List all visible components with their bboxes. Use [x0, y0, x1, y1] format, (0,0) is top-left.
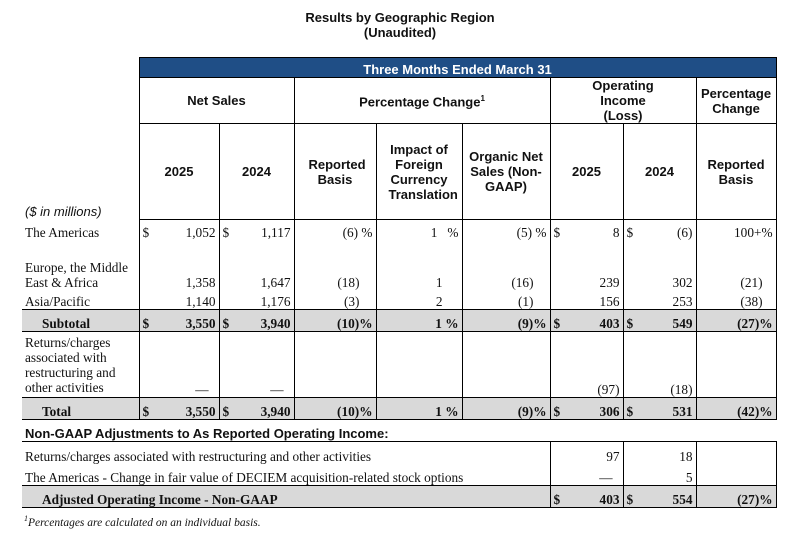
subtotal-row: Subtotal $3,550 $3,940 (10)% 1 % (9)% $4…	[22, 309, 777, 332]
table-row: The Americas - Change in fair value of D…	[22, 463, 777, 486]
col-fx-impact: Impact of Foreign Currency Translation	[376, 123, 463, 220]
row-label: Returns/charges associated with restruct…	[25, 448, 372, 464]
row-label: Europe, the Middle East & Africa	[25, 259, 129, 290]
row-label: The Americas - Change in fair value of D…	[25, 470, 464, 485]
col-organic-net-sales: Organic Net Sales (Non-GAAP)	[462, 123, 551, 220]
total-row: Total $3,550 $3,940 (10)% 1 % (9)% $306 …	[22, 397, 777, 420]
col-oi-2025: 2025	[550, 123, 624, 220]
table-row: Returns/charges associated with restruct…	[22, 331, 777, 398]
adjusted-oi-row: Adjusted Operating Income - Non-GAAP $40…	[22, 485, 777, 508]
table-row: Returns/charges associated with restruct…	[22, 441, 777, 464]
row-label: The Americas	[25, 224, 100, 240]
row-label: Asia/Pacific	[25, 294, 90, 309]
percentage-change-header-2: Percentage Change	[696, 77, 777, 124]
col-2024: 2024	[219, 123, 295, 220]
table-row: Europe, the Middle East & Africa 1,358 1…	[22, 239, 777, 290]
col-oi-2024: 2024	[623, 123, 697, 220]
operating-income-header: Operating Income (Loss)	[550, 77, 697, 124]
percentage-change-header: Percentage Change1	[294, 77, 551, 124]
table-row: Asia/Pacific 1,140 1,176 (3) 2 (1) 156 2…	[22, 289, 777, 310]
col-reported-basis: Reported Basis	[294, 123, 377, 220]
col-reported-basis-2: Reported Basis	[696, 123, 777, 220]
table-row: The Americas $1,052 $1,117 (6) % 1 % (5)…	[22, 219, 777, 240]
table-row: Non-GAAP Adjustments to As Reported Oper…	[22, 419, 777, 442]
col-2025: 2025	[138, 123, 220, 220]
geographic-results-table: Three Months Ended March 31 Net Sales Pe…	[22, 57, 777, 508]
units-note: ($ in millions)	[25, 203, 102, 219]
adjustments-heading: Non-GAAP Adjustments to As Reported Oper…	[22, 419, 777, 442]
row-label: Returns/charges associated with restruct…	[25, 335, 116, 395]
report-title: Results by Geographic Region	[305, 10, 495, 25]
footnote: 1Percentages are calculated on an indivi…	[24, 514, 261, 529]
net-sales-header: Net Sales	[138, 77, 295, 124]
report-subtitle: (Unaudited)	[363, 25, 437, 40]
period-banner: Three Months Ended March 31	[138, 57, 777, 78]
